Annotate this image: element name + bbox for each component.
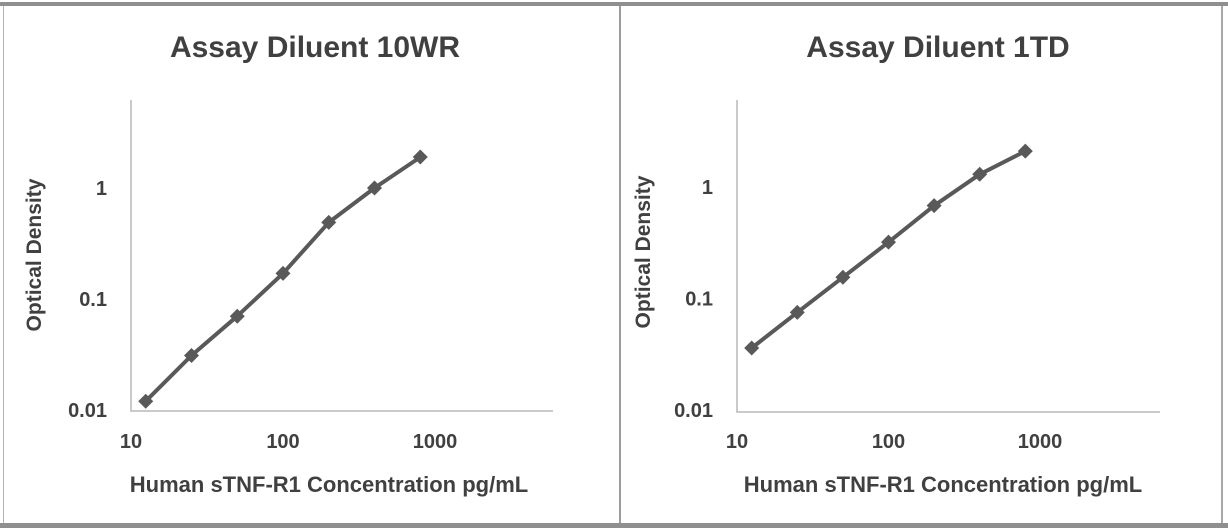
- data-point-marker: [229, 308, 245, 324]
- data-point-marker: [275, 265, 291, 281]
- data-point-marker: [367, 180, 383, 196]
- y-tick-label: 0.01: [674, 400, 713, 422]
- data-point-marker: [1017, 143, 1033, 159]
- axis-lines: [736, 100, 1160, 413]
- x-tick-label: 10: [726, 431, 748, 453]
- chart-title-1td: Assay Diluent 1TD: [806, 31, 1070, 64]
- data-point-marker: [412, 149, 428, 165]
- chart-title-10wr: Assay Diluent 10WR: [169, 31, 461, 64]
- data-point-marker: [789, 304, 805, 320]
- frame-right-edge: [1221, 6, 1223, 523]
- data-point-marker: [183, 347, 199, 363]
- y-tick-label: 1: [702, 177, 713, 199]
- y-tick-label: 0.01: [68, 400, 107, 422]
- axis-lines: [130, 100, 553, 412]
- y-tick-label: 0.1: [79, 289, 107, 311]
- x-tick-label: 10: [120, 431, 142, 453]
- y-tick-label: 1: [96, 178, 107, 200]
- data-point-marker: [835, 269, 851, 285]
- data-point-marker: [138, 393, 154, 409]
- data-point-marker: [881, 234, 896, 250]
- x-axis-title-1td: Human sTNF-R1 Concentration pg/mL: [743, 472, 1143, 497]
- frame-top-bar: [0, 2, 1228, 6]
- data-point-marker: [926, 198, 942, 214]
- frame-bottom-bar: [0, 523, 1228, 528]
- x-tick-label: 100: [872, 431, 905, 453]
- x-tick-label: 100: [266, 431, 299, 453]
- frame-left-edge: [3, 6, 4, 523]
- x-tick-label: 1000: [413, 431, 458, 453]
- data-point-marker: [321, 214, 337, 230]
- panel-divider: [619, 6, 621, 523]
- x-tick-label: 1000: [1018, 431, 1063, 453]
- data-point-marker: [972, 166, 988, 182]
- y-tick-label: 0.1: [685, 289, 713, 311]
- data-point-marker: [744, 340, 760, 356]
- x-axis-title-10wr: Human sTNF-R1 Concentration pg/mL: [129, 472, 529, 497]
